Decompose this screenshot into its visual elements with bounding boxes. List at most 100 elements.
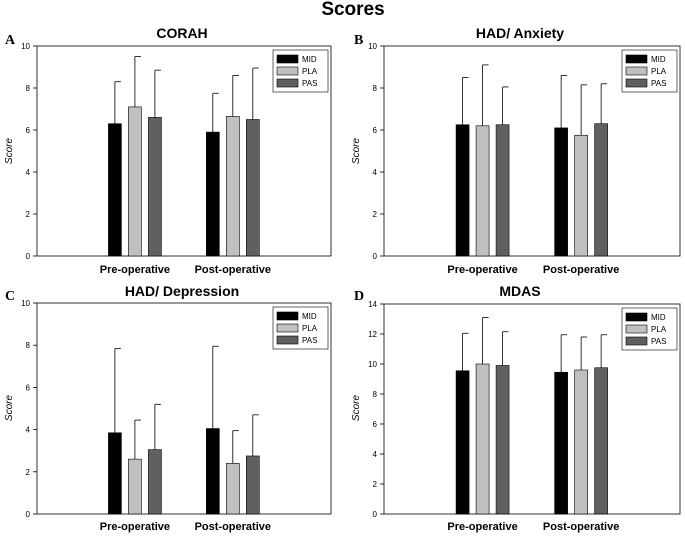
- category-label: Pre-operative: [100, 521, 170, 533]
- bar-pla-post: [226, 116, 240, 257]
- legend-swatch-mid: [276, 54, 299, 64]
- y-tick-label: 2: [26, 210, 31, 219]
- bar-pas-pre: [148, 449, 162, 515]
- legend: MID PLA PAS: [621, 49, 678, 93]
- bar-mid-pre: [108, 123, 122, 257]
- panel-title: CORAH: [156, 25, 207, 41]
- chart-panel-d: D MDAS 0 2 4 6 8 10 12 14 Score Pre-operative Post-o…: [351, 283, 681, 533]
- legend-swatch-pas: [276, 78, 299, 88]
- category-label: Pre-operative: [447, 264, 517, 276]
- panel-letter: A: [5, 33, 16, 48]
- bar-pas-post: [594, 367, 608, 515]
- y-tick-label: 6: [26, 383, 31, 392]
- y-tick-label: 8: [373, 390, 378, 399]
- y-tick-label: 8: [373, 84, 378, 93]
- panel-letter: B: [354, 33, 363, 48]
- chart-panel-a: A CORAH 0 2 4 6 8 10 Score Pre-operative Post-oper…: [4, 25, 332, 276]
- y-axis-label: Score: [4, 138, 15, 165]
- legend-label-pla: PLA: [651, 67, 667, 76]
- y-tick-label: 4: [373, 450, 378, 459]
- bar-pas-pre: [495, 365, 510, 515]
- bar-pas-pre: [148, 117, 162, 257]
- bar-pla-post: [226, 463, 240, 515]
- legend-swatch-pas: [625, 336, 648, 346]
- category-label: Post-operative: [195, 264, 271, 276]
- chart-panel-c: C HAD/ Depression 0 2 4 6 8 10 Score Pre-operativ…: [4, 283, 332, 533]
- y-tick-label: 6: [373, 126, 378, 135]
- bar-pas-post: [594, 123, 608, 257]
- bar-pla-pre: [128, 106, 142, 257]
- legend-label-pas: PAS: [302, 336, 317, 345]
- y-axis-label: Score: [351, 395, 362, 422]
- legend-swatch-mid: [625, 54, 648, 64]
- category-label: Post-operative: [195, 521, 271, 533]
- bar-pla-pre: [128, 458, 142, 515]
- category-label: Post-operative: [543, 264, 619, 276]
- category-label: Pre-operative: [447, 521, 517, 533]
- bar-pas-post: [246, 119, 260, 257]
- y-tick-label: 10: [21, 42, 30, 51]
- figure-title: Scores: [321, 0, 384, 20]
- bar-mid-post: [554, 127, 568, 257]
- legend-label-pas: PAS: [651, 79, 666, 88]
- bar-pas-pre: [495, 124, 510, 257]
- y-tick-label: 10: [368, 360, 377, 369]
- bar-pla-post: [574, 369, 588, 515]
- legend-swatch-pla: [625, 324, 648, 334]
- y-tick-label: 4: [26, 426, 31, 435]
- legend-swatch-mid: [276, 311, 299, 321]
- bar-mid-post: [206, 131, 220, 257]
- legend: MID PLA PAS: [621, 307, 678, 351]
- y-tick-label: 0: [26, 510, 31, 519]
- y-tick-label: 12: [368, 330, 377, 339]
- y-tick-label: 14: [368, 300, 377, 309]
- plot-frame: [383, 45, 681, 257]
- bar-pla-pre: [475, 125, 490, 257]
- legend-label-mid: MID: [302, 55, 317, 64]
- plot-frame: [36, 302, 332, 515]
- legend-label-mid: MID: [302, 312, 317, 321]
- y-axis-label: Score: [351, 138, 362, 165]
- legend-swatch-pas: [276, 335, 299, 345]
- y-tick-label: 6: [373, 420, 378, 429]
- y-tick-label: 0: [26, 252, 31, 261]
- y-tick-label: 2: [26, 468, 31, 477]
- plot-frame: [383, 303, 681, 515]
- legend-label-pla: PLA: [651, 325, 667, 334]
- legend-swatch-pla: [276, 66, 299, 76]
- y-tick-label: 8: [26, 84, 31, 93]
- legend-swatch-pla: [276, 323, 299, 333]
- chart-panel-b: B HAD/ Anxiety 0 2 4 6 8 10 Score Pre-operative Po…: [351, 25, 681, 276]
- y-tick-label: 2: [373, 210, 378, 219]
- panel-letter: C: [5, 289, 15, 304]
- legend-label-pla: PLA: [302, 324, 318, 333]
- y-tick-label: 10: [21, 299, 30, 308]
- legend-swatch-mid: [625, 312, 648, 322]
- y-tick-label: 2: [373, 480, 378, 489]
- panel-letter: D: [354, 289, 364, 304]
- y-tick-label: 10: [368, 42, 377, 51]
- panel-title: MDAS: [499, 283, 540, 299]
- y-tick-label: 0: [373, 510, 378, 519]
- legend-swatch-pas: [625, 78, 648, 88]
- y-tick-label: 4: [373, 168, 378, 177]
- y-axis-label: Score: [4, 395, 15, 422]
- panel-title: HAD/ Depression: [125, 283, 239, 299]
- bar-mid-post: [206, 428, 220, 515]
- bar-mid-pre: [455, 370, 470, 515]
- legend-label-mid: MID: [651, 55, 666, 64]
- legend: MID PLA PAS: [272, 306, 329, 350]
- y-tick-label: 8: [26, 341, 31, 350]
- legend-label-mid: MID: [651, 313, 666, 322]
- legend-swatch-pla: [625, 66, 648, 76]
- y-tick-label: 6: [26, 126, 31, 135]
- bar-mid-pre: [108, 432, 122, 515]
- bar-mid-pre: [455, 124, 470, 257]
- bar-pla-post: [574, 134, 588, 257]
- y-tick-label: 4: [26, 168, 31, 177]
- bar-pla-pre: [475, 363, 490, 515]
- bar-pas-post: [246, 455, 260, 515]
- legend: MID PLA PAS: [272, 49, 329, 93]
- bar-mid-post: [554, 371, 568, 515]
